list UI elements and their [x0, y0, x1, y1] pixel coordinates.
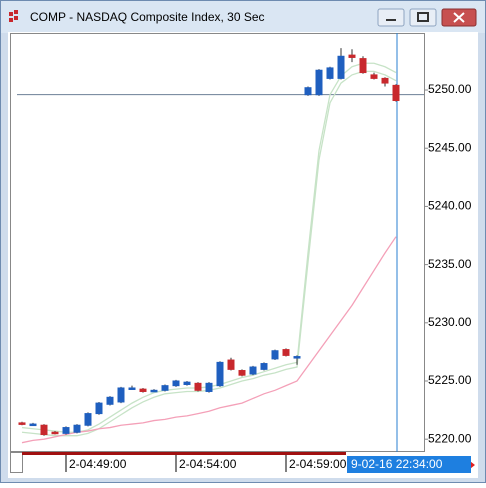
candle-body — [249, 366, 257, 375]
candle-body — [106, 396, 114, 405]
candle-body — [40, 424, 48, 436]
candle-body — [260, 363, 268, 370]
candle-body — [18, 422, 26, 425]
x-tick-label: 2-04:54:00 — [179, 457, 237, 471]
close-button[interactable] — [441, 8, 477, 27]
candle-body — [238, 370, 246, 376]
window-title: COMP - NASDAQ Composite Index, 30 Sec — [30, 10, 265, 24]
candle-body — [51, 431, 59, 435]
y-tick-label: 5250.00 — [428, 82, 472, 96]
candle-body — [29, 423, 37, 427]
y-tick-label: 5220.00 — [428, 431, 472, 445]
candle-body — [73, 424, 81, 433]
y-tick-label: 5240.00 — [428, 199, 472, 213]
x-tick-label: 2-04:49:00 — [69, 457, 127, 471]
candle-body — [150, 389, 158, 393]
cursor-label-bg — [347, 456, 471, 473]
axis-corner[interactable] — [10, 452, 23, 473]
candle-body — [282, 349, 290, 356]
candle-body — [315, 69, 323, 96]
candle-body — [227, 359, 235, 370]
candle-body — [370, 74, 378, 79]
candle-body — [326, 67, 334, 79]
candle-body — [381, 77, 389, 84]
y-tick-label: 5225.00 — [428, 373, 472, 387]
candle-body — [205, 382, 213, 392]
candle-body — [392, 84, 400, 102]
candle-body — [194, 382, 202, 391]
candle-body — [348, 54, 356, 58]
candle-body — [337, 55, 345, 79]
y-tick-label: 5235.00 — [428, 257, 472, 271]
app-icon — [9, 10, 18, 22]
candle-body — [293, 356, 301, 359]
candle-body — [117, 387, 125, 403]
minimize-button[interactable] — [377, 8, 405, 27]
candle-body — [359, 58, 367, 74]
candle-body — [84, 413, 92, 426]
candle-body — [161, 385, 169, 391]
candle-body — [271, 350, 279, 360]
candle-body — [216, 361, 224, 387]
candle-body — [183, 381, 191, 385]
candle-body — [172, 380, 180, 387]
cursor-label: 9-02-16 22:34:00 — [351, 457, 443, 471]
y-tick-label: 5230.00 — [428, 315, 472, 329]
candle-body — [128, 387, 136, 390]
y-tick-label: 5245.00 — [428, 140, 472, 154]
candle-body — [304, 87, 312, 96]
candle-body — [139, 388, 147, 392]
maximize-button[interactable] — [409, 8, 437, 27]
candle-body — [95, 402, 103, 415]
x-tick-label: 2-04:59:00 — [289, 457, 347, 471]
moving-average — [21, 236, 397, 444]
candle-body — [62, 427, 70, 434]
